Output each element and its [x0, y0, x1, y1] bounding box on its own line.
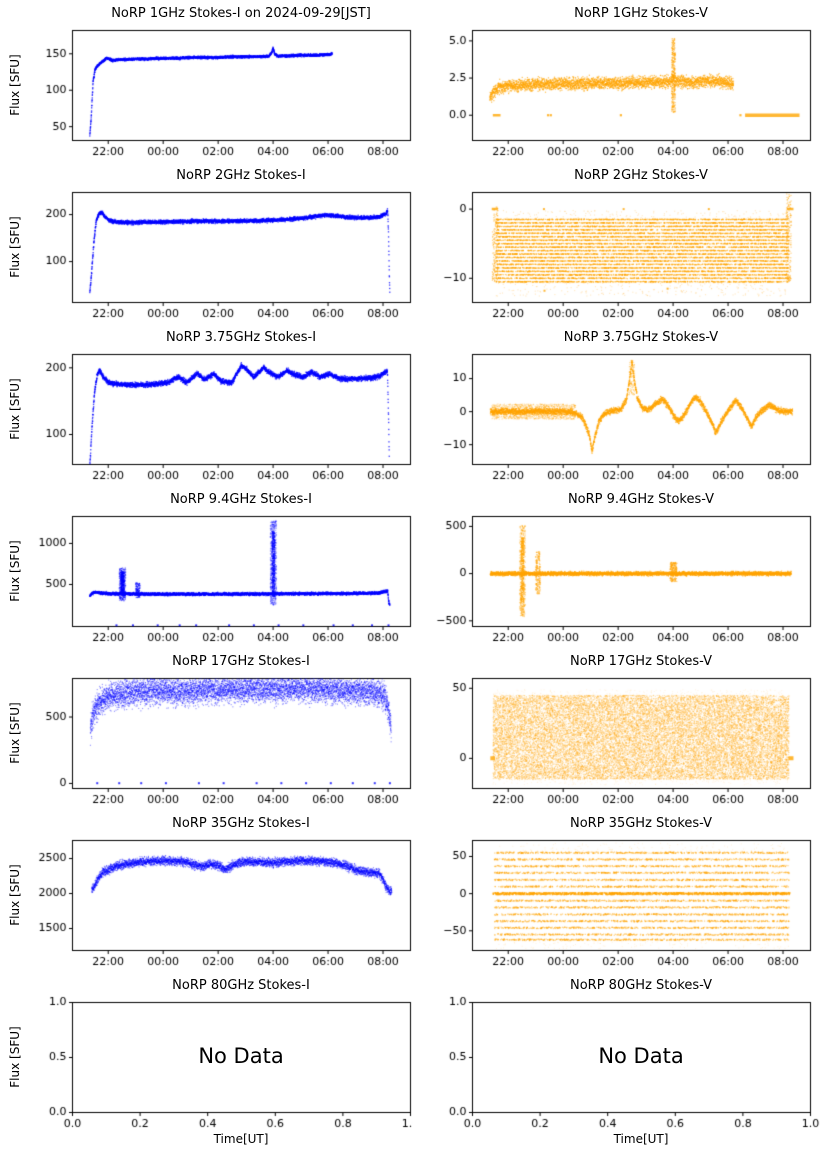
plot-title: NoRP 80GHz Stokes-V: [570, 978, 712, 993]
plot-title: NoRP 2GHz Stokes-I: [176, 168, 306, 183]
subplot-2ghz-stokes-v: NoRP 2GHz Stokes-V: [413, 162, 827, 324]
y-axis-label: Flux [SFU]: [8, 864, 22, 926]
x-axis-label: Time[UT]: [213, 1132, 269, 1146]
subplot-9.4ghz-stokes-v: NoRP 9.4GHz Stokes-V: [413, 486, 827, 648]
plot-canvas-80ghz-v: [413, 972, 826, 1169]
subplot-9.4ghz-stokes-i: NoRP 9.4GHz Stokes-I Flux [SFU]: [0, 486, 413, 648]
plot-title: NoRP 3.75GHz Stokes-I: [165, 330, 317, 345]
subplot-35ghz-stokes-v: NoRP 35GHz Stokes-V: [413, 810, 827, 972]
subplot-80ghz-stokes-v: NoRP 80GHz Stokes-V No Data Time[UT]: [413, 972, 827, 1169]
subplot-17ghz-stokes-i: NoRP 17GHz Stokes-I Flux [SFU]: [0, 648, 413, 810]
no-data-annotation: No Data: [598, 1043, 684, 1068]
y-axis-label: Flux [SFU]: [8, 1026, 22, 1088]
subplot-1ghz-stokes-v: NoRP 1GHz Stokes-V: [413, 0, 827, 162]
subplot-17ghz-stokes-v: NoRP 17GHz Stokes-V: [413, 648, 827, 810]
plot-canvas-80ghz-i: [0, 972, 413, 1169]
plot-title: NoRP 1GHz Stokes-I on 2024-09-29[JST]: [111, 6, 371, 21]
subplot-3.75ghz-stokes-i: NoRP 3.75GHz Stokes-I Flux [SFU]: [0, 324, 413, 486]
y-axis-label: Flux [SFU]: [8, 378, 22, 440]
plot-canvas-9.4ghz-v: [413, 486, 826, 648]
plot-canvas-17ghz-i: [0, 648, 413, 810]
plot-title: NoRP 35GHz Stokes-I: [172, 816, 310, 831]
subplot-1ghz-stokes-i: NoRP 1GHz Stokes-I on 2024-09-29[JST] Fl…: [0, 0, 413, 162]
plot-canvas-1ghz-i: [0, 0, 413, 162]
plot-canvas-3.75ghz-i: [0, 324, 413, 486]
subplot-80ghz-stokes-i: NoRP 80GHz Stokes-I Flux [SFU] No Data T…: [0, 972, 413, 1169]
y-axis-label: Flux [SFU]: [8, 54, 22, 116]
subplot-35ghz-stokes-i: NoRP 35GHz Stokes-I Flux [SFU]: [0, 810, 413, 972]
plot-canvas-2ghz-v: [413, 162, 826, 324]
plot-canvas-9.4ghz-i: [0, 486, 413, 648]
plot-canvas-35ghz-i: [0, 810, 413, 972]
plot-title: NoRP 9.4GHz Stokes-I: [170, 492, 312, 507]
plot-canvas-2ghz-i: [0, 162, 413, 324]
plot-title: NoRP 35GHz Stokes-V: [570, 816, 712, 831]
plot-canvas-3.75ghz-v: [413, 324, 826, 486]
subplot-3.75ghz-stokes-v: NoRP 3.75GHz Stokes-V: [413, 324, 827, 486]
plot-title: NoRP 2GHz Stokes-V: [574, 168, 708, 183]
x-axis-label: Time[UT]: [613, 1132, 669, 1146]
plot-canvas-1ghz-v: [413, 0, 826, 162]
y-axis-label: Flux [SFU]: [8, 702, 22, 764]
plot-title: NoRP 17GHz Stokes-I: [172, 654, 310, 669]
plot-title: NoRP 1GHz Stokes-V: [574, 6, 708, 21]
plot-title: NoRP 80GHz Stokes-I: [172, 978, 310, 993]
plot-canvas-17ghz-v: [413, 648, 826, 810]
no-data-annotation: No Data: [198, 1043, 284, 1068]
y-axis-label: Flux [SFU]: [8, 540, 22, 602]
plot-title: NoRP 9.4GHz Stokes-V: [567, 492, 715, 507]
y-axis-label: Flux [SFU]: [8, 216, 22, 278]
plot-canvas-35ghz-v: [413, 810, 826, 972]
subplot-2ghz-stokes-i: NoRP 2GHz Stokes-I Flux [SFU]: [0, 162, 413, 324]
plot-title: NoRP 3.75GHz Stokes-V: [563, 330, 719, 345]
plot-title: NoRP 17GHz Stokes-V: [570, 654, 712, 669]
